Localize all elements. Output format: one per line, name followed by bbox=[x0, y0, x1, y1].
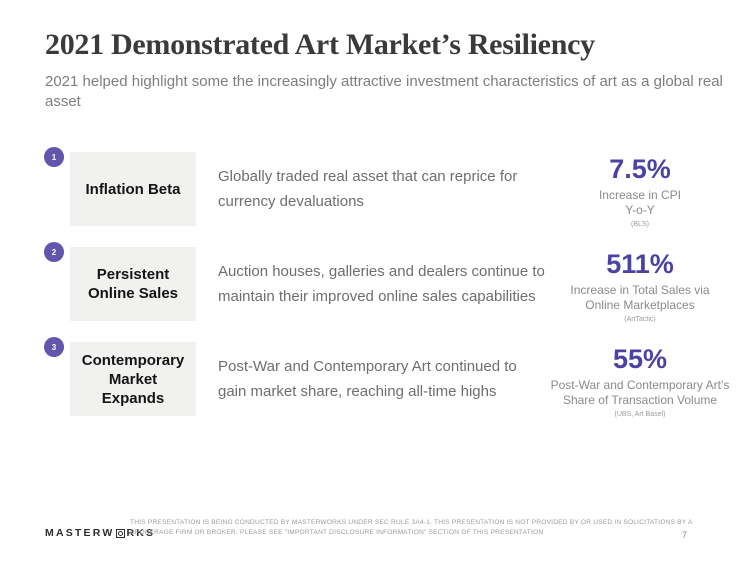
page-subtitle: 2021 helped highlight some the increasin… bbox=[45, 73, 723, 110]
feature-description-line: Globally traded real asset that can repr… bbox=[218, 168, 518, 185]
feature-label-card: Persistent Online Sales bbox=[70, 247, 196, 321]
feature-label: Inflation Beta bbox=[85, 180, 181, 198]
step-badge-3: 3 bbox=[44, 337, 64, 357]
feature-label-card: Contemporary Market Expands bbox=[70, 342, 196, 416]
step-badge-2: 2 bbox=[44, 242, 64, 262]
feature-description: Globally traded real asset that can repr… bbox=[218, 164, 578, 214]
stat-caption-line: Post-War and Contemporary Art’s bbox=[550, 378, 730, 392]
stat-caption-line: Y-o-Y bbox=[625, 203, 655, 217]
stat-value: 7.5% bbox=[609, 154, 671, 184]
page-number: 7 bbox=[682, 530, 688, 540]
feature-description-line: maintain their improved online sales cap… bbox=[218, 288, 536, 305]
feature-description: Auction houses, galleries and dealers co… bbox=[218, 259, 578, 309]
feature-description-line: currency devaluations bbox=[218, 193, 364, 210]
stat-value: 55% bbox=[612, 344, 668, 374]
feature-label: Persistent Online Sales bbox=[87, 266, 179, 302]
stat-block: 511% Increase in Total Sales via Online … bbox=[535, 249, 745, 324]
footer-disclosure: THIS PRESENTATION IS BEING CONDUCTED BY … bbox=[130, 519, 693, 536]
step-number: 3 bbox=[51, 342, 57, 352]
stat-caption: Increase in CPI Y-o-Y bbox=[535, 188, 745, 218]
masterworks-logo: MASTERW RKS bbox=[45, 527, 155, 539]
stat-source: (UBS, Art Basel) bbox=[614, 411, 666, 418]
stat-source: (ArtTactic) bbox=[624, 316, 656, 323]
feature-row-contemporary-market-expands: 3 Contemporary Market Expands Post-War a… bbox=[0, 334, 750, 429]
logo-text-suffix: RKS bbox=[126, 527, 156, 539]
feature-label-card: Inflation Beta bbox=[70, 152, 196, 226]
stat-caption: Post-War and Contemporary Art’s Share of… bbox=[535, 378, 745, 408]
stat-caption-line: Increase in Total Sales via bbox=[570, 283, 710, 297]
feature-description-line: Post-War and Contemporary Art continued … bbox=[218, 358, 517, 375]
feature-row-inflation-beta: 1 Inflation Beta Globally traded real as… bbox=[0, 144, 750, 239]
stat-caption: Increase in Total Sales via Online Marke… bbox=[535, 283, 745, 313]
stat-caption-line: Online Marketplaces bbox=[585, 298, 695, 312]
step-number: 1 bbox=[51, 152, 57, 162]
stat-caption-line: Increase in CPI bbox=[598, 188, 682, 202]
stat-caption-line: Share of Transaction Volume bbox=[562, 393, 718, 407]
stat-block: 55% Post-War and Contemporary Art’s Shar… bbox=[535, 344, 745, 419]
feature-row-persistent-online-sales: 2 Persistent Online Sales Auction houses… bbox=[0, 239, 750, 334]
logo-o-icon bbox=[115, 528, 125, 538]
feature-label: Contemporary Market Expands bbox=[81, 351, 185, 407]
stat-source: (BLS) bbox=[631, 221, 649, 228]
feature-description: Post-War and Contemporary Art continued … bbox=[218, 354, 578, 404]
page-title: 2021 Demonstrated Art Market’s Resilienc… bbox=[45, 28, 595, 61]
feature-description-line: gain market share, reaching all-time hig… bbox=[218, 383, 497, 400]
step-number: 2 bbox=[51, 247, 57, 257]
stat-block: 7.5% Increase in CPI Y-o-Y (BLS) bbox=[535, 154, 745, 229]
feature-description-line: Auction houses, galleries and dealers co… bbox=[218, 263, 545, 280]
stat-value: 511% bbox=[606, 249, 674, 279]
logo-text-prefix: MASTERW bbox=[45, 527, 115, 539]
step-badge-1: 1 bbox=[44, 147, 64, 167]
